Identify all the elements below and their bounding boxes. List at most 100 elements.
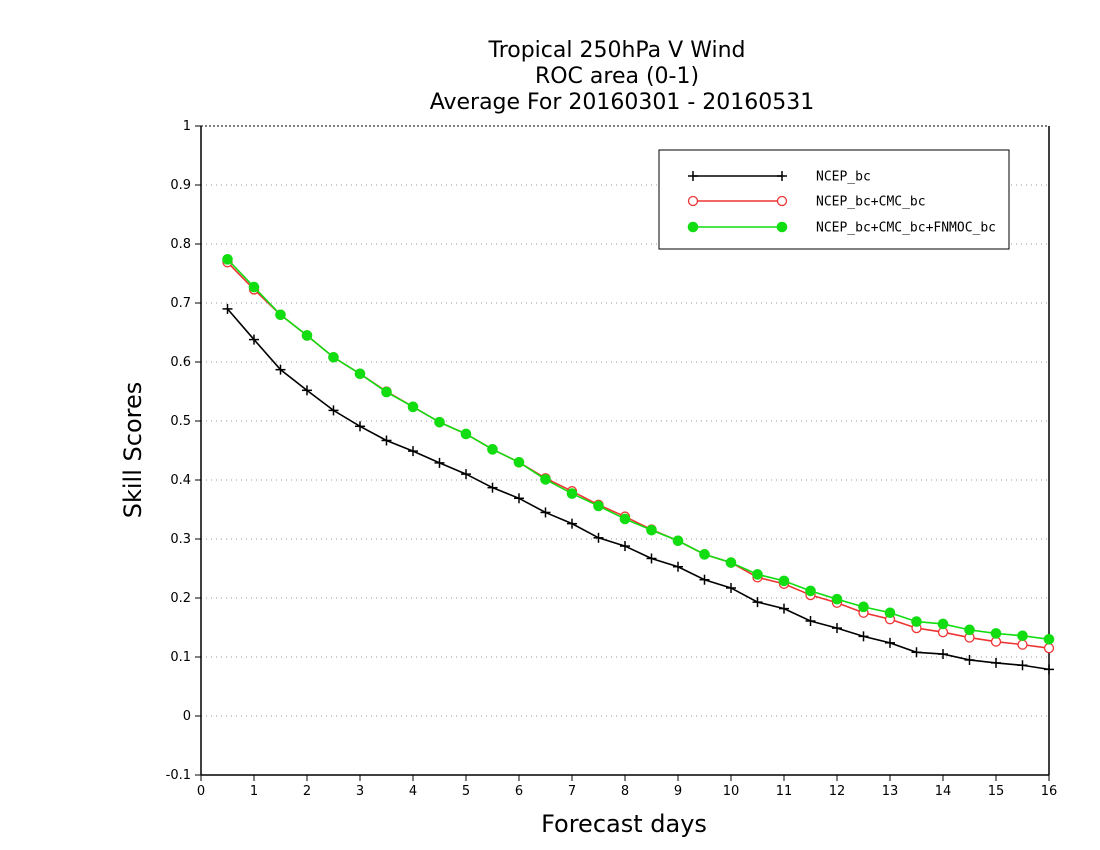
filled-circle-marker <box>858 601 869 613</box>
series-line <box>226 261 1050 649</box>
plus-marker <box>991 657 1001 668</box>
filled-circle-marker <box>222 254 233 265</box>
filled-circle-marker <box>805 585 816 597</box>
plus-marker <box>885 637 895 648</box>
filled-circle-marker <box>248 281 260 293</box>
plus-marker <box>381 435 392 446</box>
filled-circle-marker <box>354 368 366 380</box>
series-line <box>226 308 1050 671</box>
filled-circle-marker <box>381 386 392 398</box>
filled-circle-marker <box>1043 634 1055 645</box>
title-line-3: Average For 20160301 - 20160531 <box>430 90 815 115</box>
legend-item: NCEP_bc+CMC_bc+FNMOC_bc <box>687 221 996 236</box>
y-tick-label: 0.8 <box>170 237 191 252</box>
plus-marker <box>673 561 683 572</box>
y-tick-label: 0 <box>183 709 191 724</box>
y-axis-title: Skill Scores <box>119 382 147 519</box>
legend-label: NCEP_bc+CMC_bc+FNMOC_bc <box>816 221 996 236</box>
filled-circle-marker <box>460 428 472 440</box>
x-tick-label: 6 <box>515 784 523 799</box>
filled-circle-marker <box>884 607 896 619</box>
plus-marker <box>249 334 259 345</box>
filled-circle-marker <box>566 488 578 499</box>
plus-marker <box>567 518 577 529</box>
plus-marker <box>832 623 842 634</box>
plus-marker <box>434 457 445 468</box>
y-tick-label: 0.2 <box>170 591 191 606</box>
plus-marker <box>858 631 869 642</box>
y-tick-label: 0.3 <box>170 532 191 547</box>
open-circle-marker <box>1017 639 1028 650</box>
open-circle-marker <box>687 195 699 207</box>
filled-circle-marker <box>301 330 313 341</box>
y-tick-label: -0.1 <box>166 768 191 783</box>
plus-marker <box>699 574 710 585</box>
title-line-1: Tropical 250hPa V Wind <box>487 38 745 63</box>
x-tick-label: 11 <box>776 784 793 799</box>
series-1 <box>222 303 1054 675</box>
x-tick-label: 2 <box>303 784 311 799</box>
filled-circle-marker <box>964 624 975 636</box>
series-3 <box>222 254 1055 645</box>
y-tick-label: 0.7 <box>170 296 191 311</box>
x-tick-label: 15 <box>988 784 1005 799</box>
plus-marker <box>646 553 657 564</box>
filled-circle-marker <box>778 575 790 587</box>
plus-marker <box>408 446 418 457</box>
y-tick-label: 1 <box>183 119 191 134</box>
filled-circle-marker <box>776 221 788 233</box>
y-tick-label: 0.6 <box>170 355 191 370</box>
plus-marker <box>328 405 339 416</box>
x-axis-title: Forecast days <box>541 810 707 838</box>
plus-marker <box>938 649 948 660</box>
legend-label: NCEP_bc <box>816 170 871 185</box>
legend-box <box>658 149 1010 250</box>
filled-circle-marker <box>328 351 339 363</box>
plus-marker <box>777 171 787 181</box>
y-tick-label: 0.9 <box>170 178 191 193</box>
filled-circle-marker <box>434 416 445 428</box>
x-tick-label: 5 <box>462 784 470 799</box>
filled-circle-marker <box>937 618 949 630</box>
plus-marker <box>964 654 975 665</box>
plus-marker <box>222 303 233 314</box>
plus-marker <box>1044 664 1054 675</box>
x-tick-label: 14 <box>935 784 952 799</box>
plus-marker <box>620 541 630 552</box>
plus-marker <box>688 171 698 181</box>
filled-circle-marker <box>646 524 657 536</box>
filled-circle-marker <box>275 309 286 321</box>
plus-marker <box>911 647 922 658</box>
filled-circle-marker <box>513 457 525 468</box>
y-tick-label: 0.4 <box>170 473 191 488</box>
legend-label: NCEP_bc+CMC_bc <box>816 195 926 210</box>
filled-circle-marker <box>752 569 763 580</box>
plus-marker <box>355 421 365 432</box>
filled-circle-marker <box>911 616 922 627</box>
series-line <box>226 258 1050 641</box>
plus-marker <box>726 582 736 593</box>
filled-circle-marker <box>699 549 710 560</box>
filled-circle-marker <box>1017 630 1028 642</box>
plus-marker <box>514 493 524 504</box>
x-tick-label: 1 <box>250 784 258 799</box>
chart-title: Tropical 250hPa V Wind ROC area (0-1) Av… <box>430 38 815 115</box>
title-line-2: ROC area (0-1) <box>535 64 699 89</box>
x-tick-label: 12 <box>829 784 846 799</box>
series-2 <box>222 257 1055 654</box>
y-tick-label: 0.5 <box>170 414 191 429</box>
open-circle-marker <box>1043 643 1055 654</box>
x-tick-label: 16 <box>1041 784 1058 799</box>
legend-item: NCEP_bc <box>688 170 871 185</box>
filled-circle-marker <box>619 513 631 525</box>
x-tick-label: 3 <box>356 784 364 799</box>
plus-marker <box>593 532 604 543</box>
filled-circle-marker <box>725 557 737 568</box>
legend-item: NCEP_bc+CMC_bc <box>687 195 926 210</box>
filled-circle-marker <box>487 444 498 455</box>
plus-marker <box>487 482 498 493</box>
x-tick-label: 13 <box>882 784 899 799</box>
grid-lines <box>201 184 1049 717</box>
x-tick-label: 8 <box>621 784 629 799</box>
